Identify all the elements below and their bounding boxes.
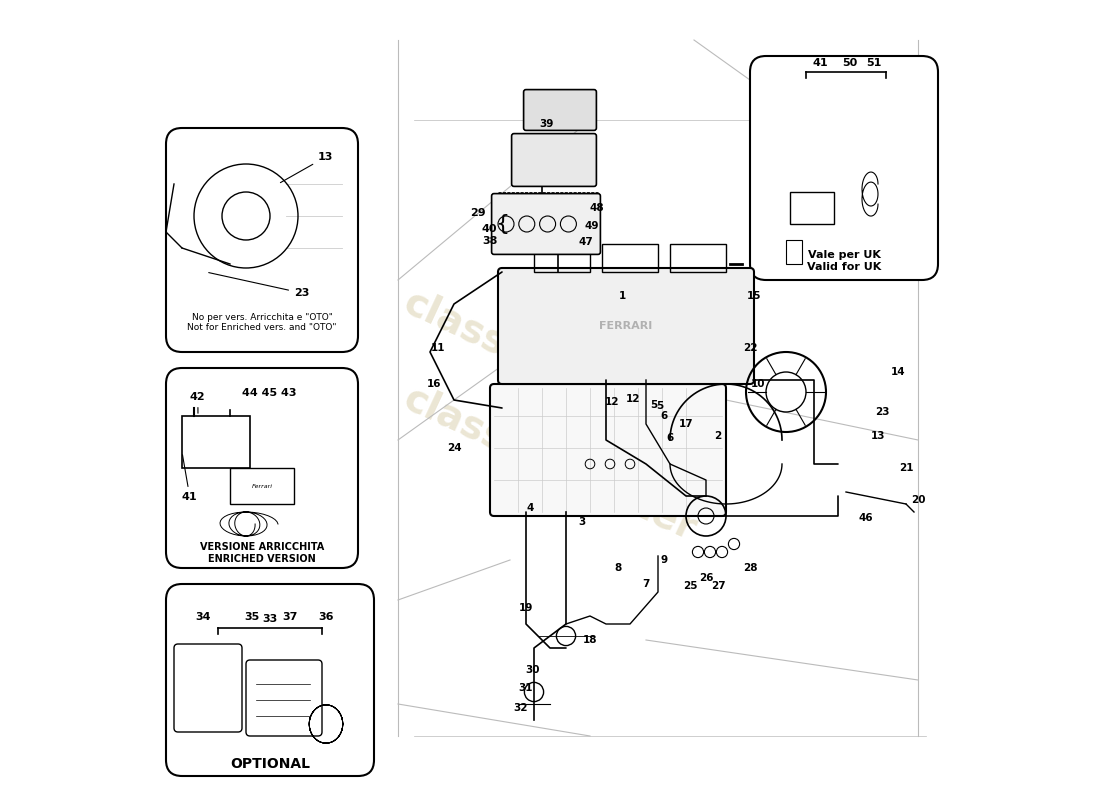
Text: VERSIONE ARRICCHITA
ENRICHED VERSION: VERSIONE ARRICCHITA ENRICHED VERSION [200,542,324,564]
Text: 17: 17 [679,419,693,429]
Text: 25: 25 [683,581,697,590]
Text: 9: 9 [661,555,668,565]
Text: 5: 5 [650,400,658,410]
Bar [182,416,250,468]
Text: 23: 23 [874,407,889,417]
Bar [534,244,590,272]
Text: 50: 50 [843,58,858,68]
Text: 5: 5 [656,402,663,411]
Text: OPTIONAL: OPTIONAL [230,757,310,771]
Text: 13: 13 [871,431,886,441]
FancyBboxPatch shape [512,134,596,186]
FancyBboxPatch shape [524,90,596,130]
Bar [670,244,726,272]
Text: 7: 7 [642,579,650,589]
Text: 31: 31 [519,683,534,693]
Text: 42: 42 [190,392,206,414]
Text: No per vers. Arricchita e "OTO"
Not for Enriched vers. and "OTO": No per vers. Arricchita e "OTO" Not for … [187,313,337,332]
Text: 47: 47 [579,237,593,246]
Text: {: { [496,214,509,234]
Bar [790,192,834,224]
Text: 51: 51 [866,58,881,68]
Text: 30: 30 [525,665,540,674]
Text: 34: 34 [196,612,211,622]
Text: 20: 20 [911,495,925,505]
Text: 27: 27 [711,581,725,590]
FancyBboxPatch shape [498,268,754,384]
Text: 37: 37 [282,612,297,622]
Text: 13: 13 [280,152,333,182]
Text: 6: 6 [660,411,668,421]
Text: 41: 41 [182,454,198,502]
Text: 33: 33 [263,614,277,624]
Text: 28: 28 [742,563,757,573]
Text: 4: 4 [526,503,534,513]
Text: 6: 6 [667,434,673,443]
Text: 26: 26 [698,573,713,582]
Text: 36: 36 [318,612,333,622]
Text: Ferrari: Ferrari [252,483,273,489]
Text: 8: 8 [615,563,622,573]
FancyBboxPatch shape [750,56,938,280]
FancyBboxPatch shape [490,384,726,516]
Text: 12: 12 [626,394,640,403]
FancyBboxPatch shape [492,194,601,254]
Text: 16: 16 [427,379,441,389]
Text: 24: 24 [447,443,461,453]
Text: 12: 12 [605,397,619,406]
Text: 15: 15 [747,291,761,301]
Text: 41: 41 [813,58,828,68]
Text: 14: 14 [891,367,905,377]
Bar [230,468,294,504]
Text: 2: 2 [714,431,722,441]
Text: Vale per UK
Valid for UK: Vale per UK Valid for UK [807,250,881,272]
Text: 18: 18 [583,635,597,645]
Text: 1: 1 [618,291,626,301]
Text: 48: 48 [590,203,604,213]
Text: 32: 32 [514,703,528,713]
Text: 44 45 43: 44 45 43 [242,388,297,398]
Text: 46: 46 [859,514,873,523]
Text: 3: 3 [579,517,585,526]
Text: 19: 19 [519,603,534,613]
FancyBboxPatch shape [166,128,358,352]
Text: 29: 29 [470,208,485,218]
Text: 39: 39 [539,119,553,129]
FancyBboxPatch shape [166,368,358,568]
Text: 40: 40 [482,224,497,234]
Text: 11: 11 [431,343,446,353]
Text: 23: 23 [209,273,309,298]
Text: 22: 22 [742,343,757,353]
Text: 35: 35 [244,612,260,622]
Text: classicregister: classicregister [397,283,703,453]
Text: 49: 49 [584,221,598,230]
Text: 10: 10 [750,379,766,389]
Text: classicregister: classicregister [397,379,703,549]
Text: 38: 38 [482,236,497,246]
Bar [786,240,802,264]
FancyBboxPatch shape [166,584,374,776]
Bar [602,244,658,272]
Text: FERRARI: FERRARI [600,321,652,331]
Text: 21: 21 [899,463,913,473]
